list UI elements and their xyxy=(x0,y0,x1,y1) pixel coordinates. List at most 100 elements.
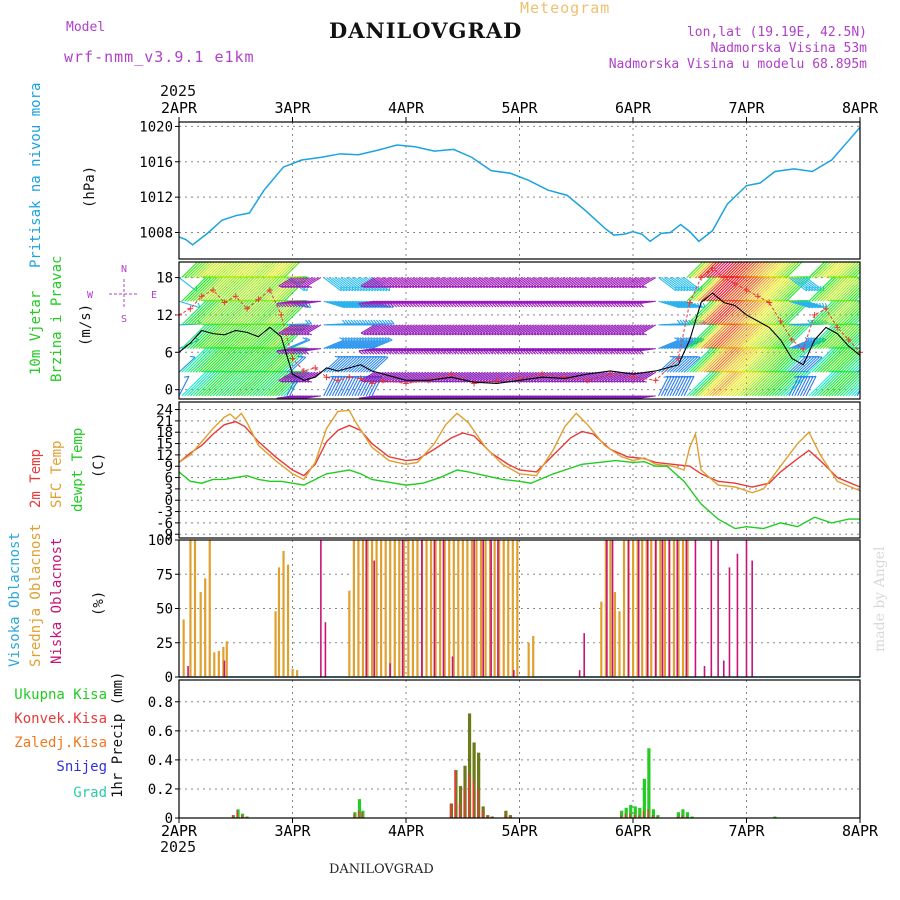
total-rain-bar xyxy=(681,809,685,818)
wind-barb-tip xyxy=(300,355,306,358)
wind-barb xyxy=(189,324,215,349)
wind-barb-tip xyxy=(531,285,537,289)
wind-barb xyxy=(218,276,244,302)
wind-barb-tip xyxy=(519,332,525,336)
wind-barb-tip xyxy=(207,253,212,254)
wind-barb xyxy=(808,347,834,373)
wind-barb-tip xyxy=(306,379,313,383)
wind-barb xyxy=(717,300,743,326)
wind-barb xyxy=(258,262,275,278)
wind-barb-tip xyxy=(449,350,454,355)
wind-barb-tip xyxy=(531,332,537,336)
wind-barb-tip xyxy=(622,303,627,308)
wind-barb-tip xyxy=(414,332,420,336)
wind-barb-tip xyxy=(452,350,457,355)
wind-barb-tip xyxy=(539,285,545,289)
wind-barb-tip xyxy=(284,285,290,289)
wind-barb-tip xyxy=(559,285,565,289)
wind-barb-tip xyxy=(289,379,296,383)
wind-barb xyxy=(329,339,350,350)
wind-barb-tip xyxy=(610,332,616,336)
wind-barb-tip xyxy=(485,332,491,336)
wind-barb xyxy=(731,347,757,373)
wind-barb xyxy=(817,262,834,278)
wind-barb xyxy=(232,262,250,278)
wind-barb xyxy=(601,371,617,381)
wind-barb xyxy=(397,277,412,287)
wind-barb-tip xyxy=(417,332,423,336)
wind-barb xyxy=(298,324,313,334)
wind-barb-tip xyxy=(579,350,585,355)
wind-barb-tip xyxy=(292,253,297,254)
wind-barb-tip xyxy=(531,379,537,383)
wind-barb-tip xyxy=(641,332,647,336)
temp-tick-label: -6 xyxy=(156,516,173,532)
wind-barb-tip xyxy=(514,350,520,355)
wind-barb xyxy=(454,371,469,381)
wind-barb-tip xyxy=(477,332,483,336)
wind-barb-tip xyxy=(545,285,551,289)
wind-barb-tip xyxy=(568,285,574,289)
wind-barb-tip xyxy=(638,379,645,383)
wind-barb xyxy=(729,276,755,302)
convective-rain-bar xyxy=(504,815,506,818)
wind-barb-tip xyxy=(446,332,452,336)
wind-barb-tip xyxy=(457,285,463,289)
wind-barb xyxy=(187,276,213,302)
total-rain-bar xyxy=(504,810,508,818)
wind-barb xyxy=(848,265,860,278)
wind-barb-tip xyxy=(638,332,645,336)
wind-barb-tip xyxy=(465,332,471,336)
wind-barb-tip xyxy=(636,350,642,355)
wind-barb xyxy=(797,376,809,397)
wind-barb xyxy=(346,356,363,373)
total-rain-bar xyxy=(676,812,680,818)
wind-barb-tip xyxy=(679,337,685,341)
wind-barb-tip xyxy=(283,253,288,254)
wind-barb-tip xyxy=(556,332,562,336)
wind-barb xyxy=(238,347,264,373)
wind-barb xyxy=(709,324,735,349)
wind-barb xyxy=(729,300,755,326)
wind-barb-tip xyxy=(588,303,593,308)
mid-cloud-bar xyxy=(411,540,415,677)
wind-barb xyxy=(607,277,622,287)
mid-cloud-bar xyxy=(416,540,419,677)
wind-barb-tip xyxy=(550,285,557,289)
wind-barb xyxy=(828,371,854,397)
wind-barb xyxy=(825,324,851,349)
wind-barb xyxy=(371,323,394,326)
wind-barb xyxy=(195,324,221,349)
wind-barb-tip xyxy=(769,253,774,254)
wind-barb xyxy=(692,300,718,326)
wind-barb xyxy=(209,262,227,278)
wind-barb-tip xyxy=(582,332,588,336)
wind-barb xyxy=(249,276,275,302)
wind-barb xyxy=(445,324,461,334)
wind-barb-tip xyxy=(856,276,860,278)
wind-barb-tip xyxy=(344,319,349,325)
wind-barb xyxy=(734,347,760,373)
wind-barb-tip xyxy=(726,253,731,254)
total-rain-bar xyxy=(629,804,633,818)
wind-barb xyxy=(326,277,345,292)
model-elevation-label: Nadmorska Visina u modelu 68.895m xyxy=(608,57,867,72)
wind-barb xyxy=(783,324,808,349)
wind-barb xyxy=(613,324,628,334)
wind-barb xyxy=(499,277,515,287)
wind-barb xyxy=(839,262,857,278)
wind-barb-tip xyxy=(480,285,486,289)
wind-barb-tip xyxy=(485,285,491,289)
wind-barb-tip xyxy=(746,253,751,254)
wind-barb xyxy=(221,347,247,373)
pressure-tick-label: 1020 xyxy=(139,119,173,135)
wind-barb xyxy=(437,324,452,334)
wind-barb-tip xyxy=(387,319,392,325)
mid-cloud-bar xyxy=(189,540,192,677)
wind-barb-tip xyxy=(774,253,779,254)
low-cloud-bar xyxy=(717,540,719,677)
wind-barb xyxy=(542,324,557,334)
wind-barb-tip xyxy=(190,355,196,358)
wind-barb-tip xyxy=(610,285,616,289)
wind-barb xyxy=(819,300,845,326)
